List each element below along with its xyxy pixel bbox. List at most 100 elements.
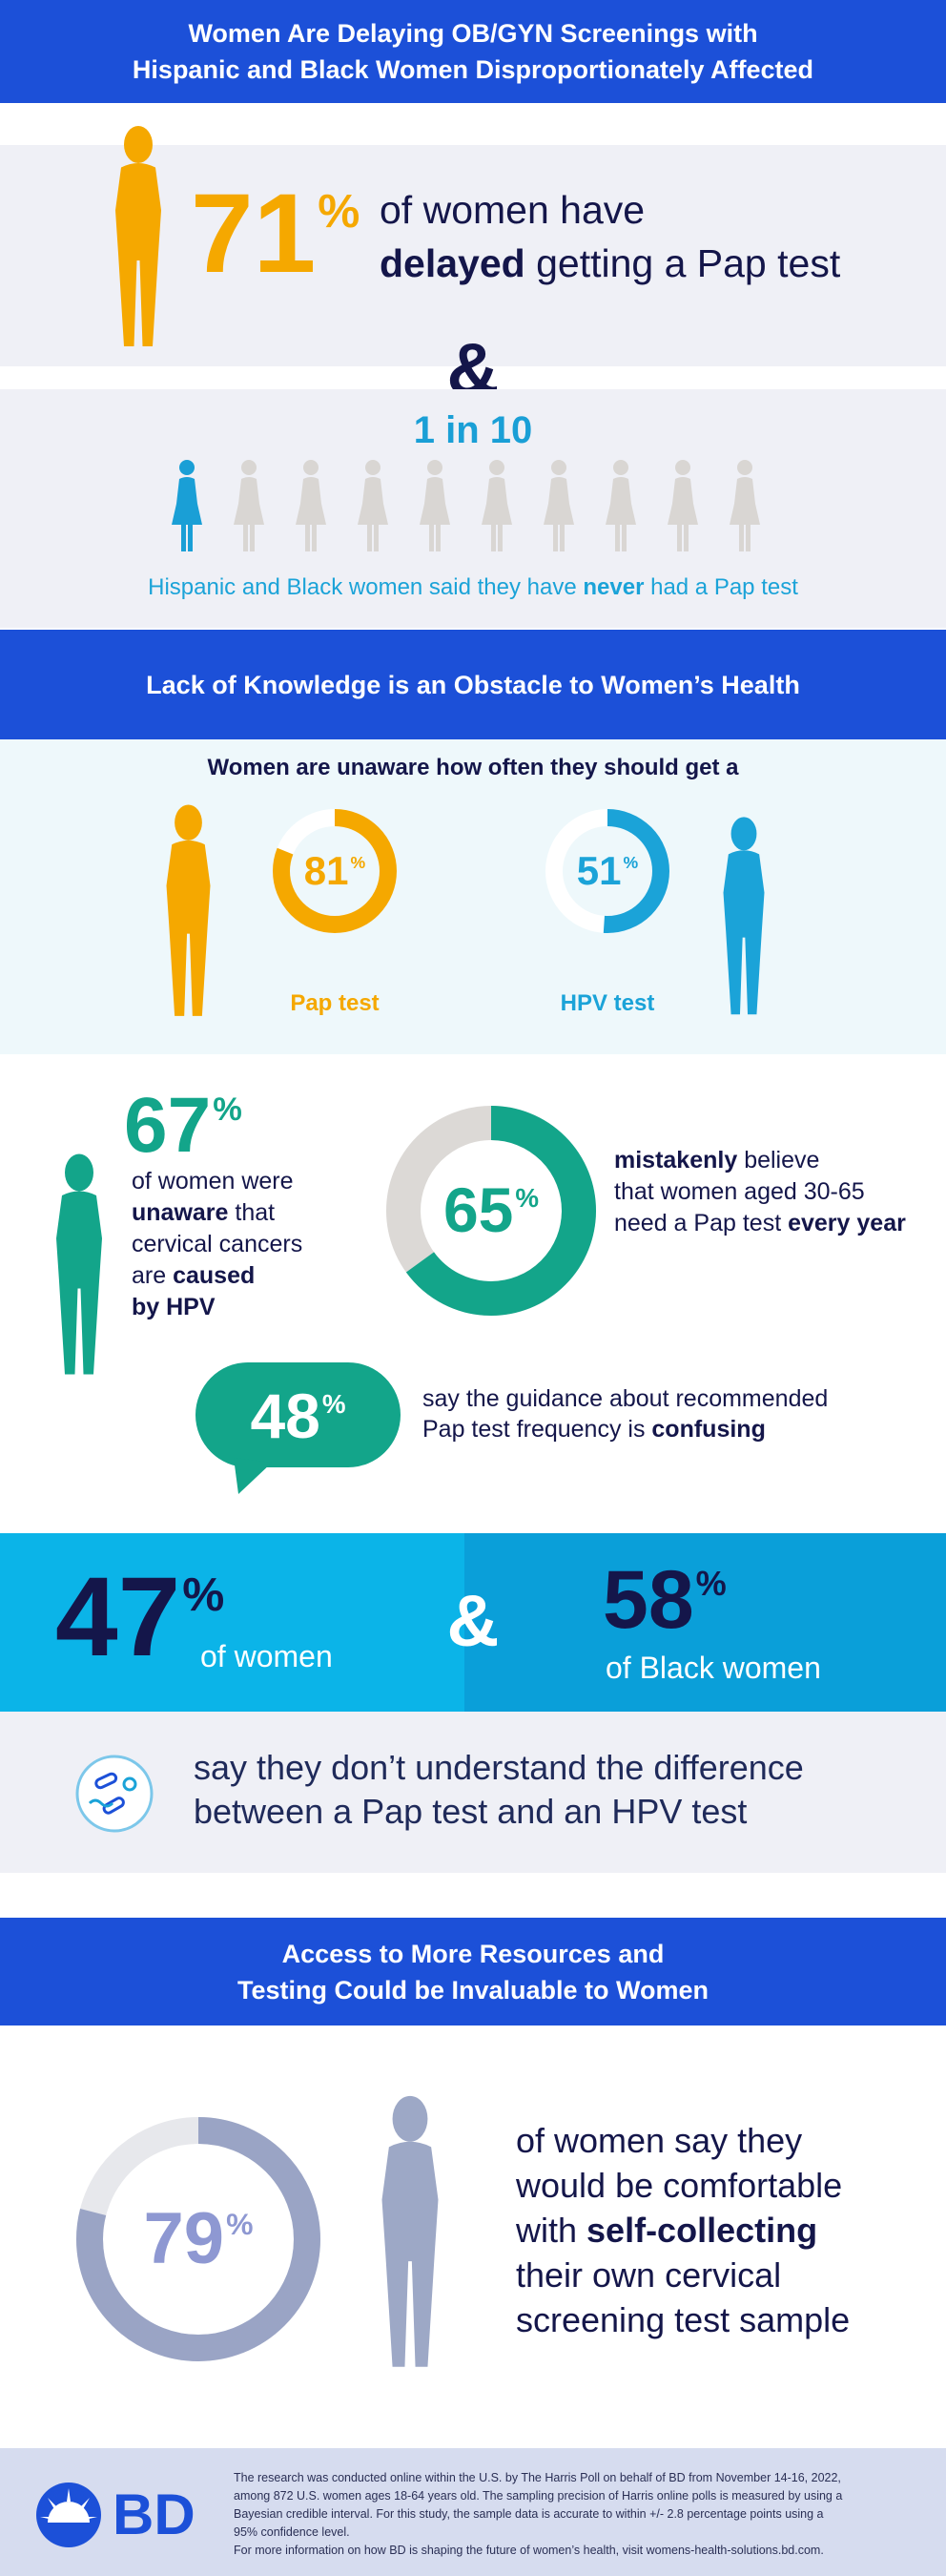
donut-value: 65% (403, 1173, 579, 1260)
donut-value: 81% (281, 847, 388, 903)
text-run: believe (737, 1147, 820, 1174)
header-title: Hispanic and Black Women Disproportionat… (132, 55, 814, 84)
donut-arc (76, 2117, 320, 2361)
donut-value-unit: % (515, 1183, 540, 1214)
stat-value: 48 (250, 1381, 320, 1451)
stat-value: 67 (124, 1082, 212, 1169)
text-line: screening test sample (516, 2297, 850, 2342)
donut-chart (545, 809, 669, 933)
stat-group: of women (200, 1639, 333, 1673)
text-run-bold: unaware (132, 1199, 229, 1226)
footnote: The research was conducted online within… (234, 2471, 841, 2484)
donut-arc (386, 1106, 596, 1316)
text-line: unaware that (132, 1197, 302, 1229)
text-line: cervical cancers (132, 1229, 302, 1260)
donut-value-number: 81 (303, 847, 349, 893)
stat: 48% (195, 1380, 401, 1465)
figure-icon (115, 126, 161, 346)
stat-value: 71 (191, 171, 317, 297)
section-title: Access to More Resources and (281, 1939, 665, 1968)
text-run: are (132, 1262, 174, 1289)
text-line: by HPV (132, 1292, 302, 1323)
stat-text: say they don’t understand the difference… (194, 1746, 804, 1834)
donut-value: 79% (90, 2195, 307, 2296)
subtitle: Women are unaware how often they should … (207, 755, 739, 780)
text-run: of women have (380, 188, 646, 232)
figure-icon (56, 1153, 102, 1375)
donut-chart (273, 809, 397, 933)
text-run: had a Pap test (644, 574, 798, 600)
text-line: would be comfortable (516, 2163, 850, 2208)
text-run: Pap test frequency is (422, 1416, 652, 1443)
ratio: 1 in 10 (413, 409, 533, 451)
text-run-bold: caused (173, 1262, 256, 1289)
text-run: between a Pap test and an HPV test (194, 1792, 748, 1831)
text-line: Hispanic and Black women said they have … (0, 572, 946, 603)
text-run: would be comfortable (516, 2166, 843, 2205)
text-run: say the guidance about recommended (422, 1385, 829, 1412)
text-run-bold: by HPV (132, 1294, 216, 1320)
stat-text: of women have delayed getting a Pap test (380, 183, 840, 290)
text-run-bold: every year (788, 1210, 906, 1236)
donut-value: 51% (554, 847, 661, 903)
text-run-bold: delayed (380, 241, 525, 285)
footnote: 95% confidence level. (234, 2525, 350, 2539)
stat-unit: % (321, 1388, 346, 1419)
text-line: with self-collecting (516, 2208, 850, 2253)
section-title: Testing Could be Invaluable to Women (236, 1975, 710, 2005)
donut-value-number: 79 (143, 2198, 225, 2280)
text-run: that (228, 1199, 276, 1226)
text-run: their own cervical (516, 2255, 782, 2295)
text-run: of women say they (516, 2121, 803, 2160)
stat-group: of Black women (606, 1651, 821, 1685)
ampersand: & (446, 1581, 500, 1662)
speech-bubble (195, 1362, 401, 1494)
stat-unit: % (318, 183, 360, 238)
text-run-bold: mistakenly (614, 1147, 738, 1174)
donut-arc (545, 809, 669, 933)
donut-chart (76, 2117, 320, 2361)
stat-value: 58 (603, 1554, 694, 1646)
text-run-bold: never (583, 574, 645, 600)
donut-chart (386, 1106, 596, 1316)
text-line: between a Pap test and an HPV test (194, 1790, 804, 1834)
stat: 67% (124, 1080, 242, 1187)
header-band: Women Are Delaying OB/GYN Screenings wit… (0, 0, 946, 103)
section-band: Lack of Knowledge is an Obstacle to Wome… (0, 630, 946, 739)
stat-unit: % (182, 1567, 225, 1621)
figure-icon (723, 817, 765, 1015)
text-line: of women say they (516, 2118, 850, 2163)
microbe-icon (75, 1755, 154, 1833)
logo-text: BD (113, 2483, 195, 2546)
text-run: with (516, 2211, 587, 2250)
donut-value-unit: % (226, 2207, 254, 2242)
text-run: getting a Pap test (524, 241, 841, 285)
donut-label: HPV test (560, 990, 655, 1016)
stat-value: 47 (55, 1554, 181, 1680)
text-run: of women were (132, 1168, 294, 1195)
text-line: say the guidance about recommended (422, 1383, 828, 1414)
header-title: Women Are Delaying OB/GYN Screenings wit… (188, 19, 758, 48)
stat: 58% (603, 1552, 727, 1664)
panel (0, 739, 946, 1054)
text-run: cervical cancers (132, 1231, 303, 1257)
figure-icon (166, 804, 211, 1016)
text-line: Pap test frequency is confusing (422, 1414, 828, 1444)
footnote: For more information on how BD is shapin… (234, 2544, 824, 2557)
text-line: are caused (132, 1260, 302, 1292)
donut-arc (273, 809, 397, 933)
section-title: Lack of Knowledge is an Obstacle to Wome… (146, 670, 800, 699)
text-line: of women have (380, 183, 840, 237)
stat-text: mistakenly believe that women aged 30-65 n… (614, 1145, 906, 1239)
stat-text: of women say they would be comfortable wit… (516, 2118, 850, 2342)
donut-label: Pap test (290, 990, 380, 1016)
caption: Hispanic and Black women said they have … (0, 572, 946, 603)
footnote: among 872 U.S. women ages 18-64 years ol… (234, 2489, 843, 2503)
text-line: say they don’t understand the difference (194, 1746, 804, 1790)
text-line: their own cervical (516, 2253, 850, 2297)
footnotes: The research was conducted online within… (234, 2469, 842, 2560)
footnote: Bayesian credible interval. For this stu… (234, 2507, 824, 2521)
section-band: Access to More Resources and Testing Cou… (0, 1918, 946, 2025)
donut-value-number: 65 (442, 1174, 514, 1246)
